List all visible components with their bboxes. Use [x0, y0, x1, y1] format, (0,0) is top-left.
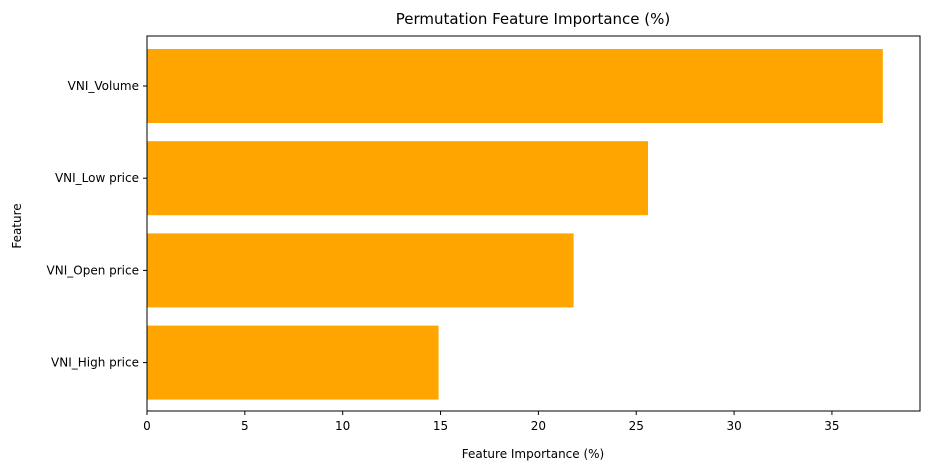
- y-tick-label: VNI_Low price: [55, 171, 139, 185]
- bar-vni-volume: [147, 49, 883, 123]
- y-axis-label: Feature: [10, 203, 24, 248]
- bar-vni-open-price: [147, 233, 574, 308]
- bars-group: [147, 49, 883, 400]
- x-tick-label: 10: [335, 419, 350, 433]
- y-tick-label: VNI_High price: [51, 356, 139, 370]
- x-tick-label: 35: [824, 419, 839, 433]
- x-tick-label: 0: [143, 419, 151, 433]
- x-tick-label: 20: [531, 419, 546, 433]
- bar-vni-low-price: [147, 141, 648, 216]
- x-axis-label: Feature Importance (%): [462, 447, 605, 461]
- y-tick-label: VNI_Volume: [68, 79, 139, 93]
- x-tick-label: 30: [726, 419, 741, 433]
- bar-vni-high-price: [147, 325, 439, 400]
- chart-title: Permutation Feature Importance (%): [396, 10, 670, 28]
- plot-frame: [146, 35, 921, 412]
- x-tick-label: 5: [241, 419, 249, 433]
- x-tick-label: 15: [433, 419, 448, 433]
- y-axis-ticks: VNI_Volume VNI_Low price VNI_Open price VNI…: [47, 79, 147, 370]
- x-axis-ticks: 0 5 10 15 20 25 30 35: [143, 411, 840, 433]
- x-tick-label: 25: [629, 419, 644, 433]
- y-tick-label: VNI_Open price: [47, 263, 139, 277]
